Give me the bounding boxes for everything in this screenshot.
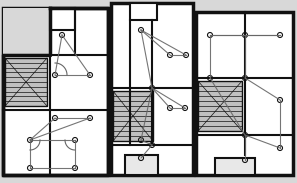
Bar (215, 158, 255, 175)
Bar (198, 81, 242, 131)
Bar (50, 8, 75, 30)
Bar (111, 3, 193, 175)
Bar (130, 3, 157, 20)
Bar (3, 8, 108, 175)
Bar (196, 12, 293, 175)
Bar (113, 91, 153, 141)
Bar (5, 58, 47, 106)
Bar (125, 155, 158, 175)
Bar (3, 8, 50, 55)
